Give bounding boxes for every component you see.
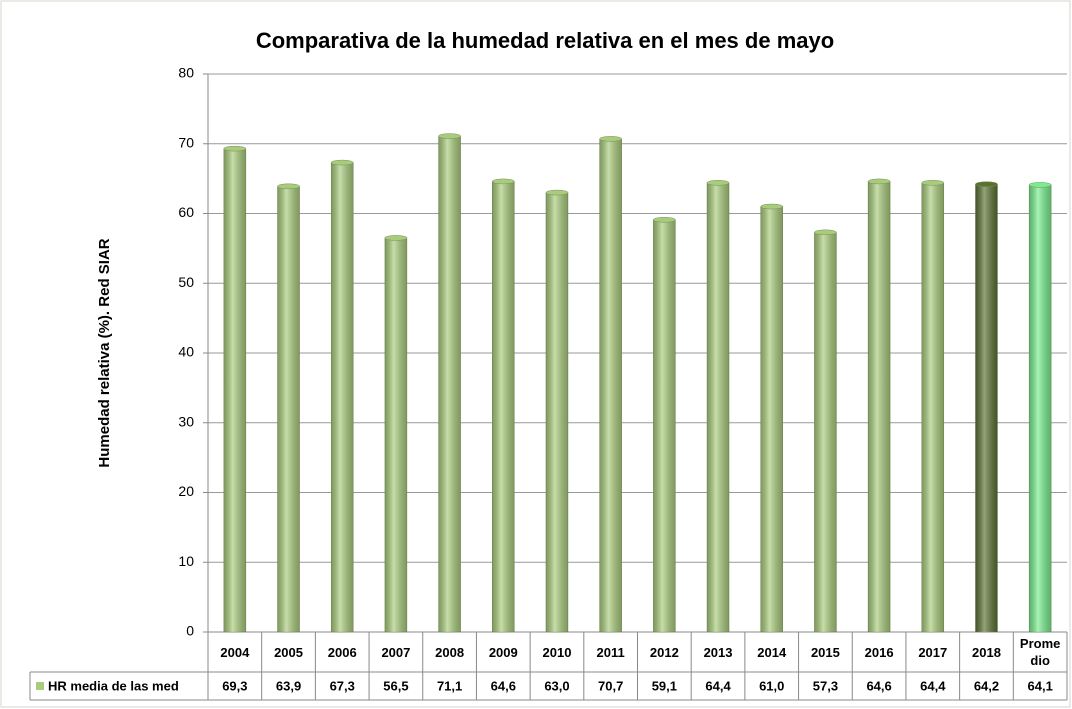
chart-title: Comparativa de la humedad relativa en el… bbox=[256, 28, 834, 53]
data-label: 67,3 bbox=[330, 678, 355, 693]
data-label: 56,5 bbox=[383, 678, 408, 693]
bar-shade bbox=[653, 219, 676, 632]
data-label: 57,3 bbox=[813, 678, 838, 693]
data-label: 59,1 bbox=[652, 678, 677, 693]
bar-shade bbox=[921, 182, 944, 632]
x-tick-label: 2004 bbox=[220, 644, 250, 660]
x-tick-label: Promedio bbox=[1019, 636, 1061, 668]
bar-cap bbox=[975, 181, 998, 187]
bar-shade bbox=[492, 181, 515, 633]
data-label: 63,9 bbox=[276, 678, 301, 693]
data-label: 64,2 bbox=[974, 678, 999, 693]
x-tick-label: 2015 bbox=[810, 644, 840, 660]
bar-shade bbox=[868, 181, 891, 633]
bar-shade bbox=[438, 136, 461, 632]
legend-key bbox=[36, 682, 44, 690]
bar-shade bbox=[814, 232, 837, 632]
y-tick-label: 60 bbox=[178, 204, 194, 220]
bar-shade bbox=[707, 182, 730, 632]
data-label: 64,4 bbox=[705, 678, 731, 693]
bar-cap bbox=[492, 178, 515, 185]
bar-shade bbox=[975, 184, 998, 632]
bar-cap bbox=[1028, 182, 1052, 188]
data-label: 70,7 bbox=[598, 678, 623, 693]
bar-shade bbox=[384, 237, 407, 632]
y-tick-label: 10 bbox=[178, 553, 194, 569]
x-tick-label: 2012 bbox=[649, 644, 679, 660]
bar-shade bbox=[223, 148, 246, 632]
x-tick-label: 2007 bbox=[381, 644, 411, 660]
x-tick-label: 2016 bbox=[864, 644, 894, 660]
bar-shade bbox=[1029, 184, 1052, 632]
bar-cap bbox=[545, 189, 569, 196]
x-tick-label: 2009 bbox=[488, 644, 518, 660]
bar-cap bbox=[921, 180, 945, 186]
data-label: 64,1 bbox=[1028, 678, 1053, 693]
data-label: 71,1 bbox=[437, 678, 462, 693]
bar-cap bbox=[814, 229, 837, 236]
x-tick-label: 2011 bbox=[596, 644, 625, 660]
data-label: 64,6 bbox=[491, 678, 516, 693]
y-tick-label: 80 bbox=[178, 65, 194, 81]
bar-shade bbox=[760, 206, 783, 632]
y-tick-label: 20 bbox=[178, 483, 194, 499]
x-tick-label: 2008 bbox=[435, 644, 465, 660]
y-tick-label: 30 bbox=[178, 413, 194, 429]
data-label: 64,4 bbox=[920, 678, 946, 693]
bar-cap bbox=[760, 203, 783, 210]
bar-cap bbox=[223, 145, 247, 152]
x-tick-label: 2017 bbox=[918, 644, 948, 660]
bar-shade bbox=[331, 162, 354, 632]
x-tick-label: 2013 bbox=[703, 644, 733, 660]
bar-cap bbox=[438, 133, 461, 139]
x-tick-label: 2014 bbox=[757, 644, 787, 660]
bar-cap bbox=[867, 178, 891, 185]
bar-cap bbox=[277, 183, 300, 190]
legend-label: HR media de las med bbox=[48, 678, 179, 693]
y-tick-label: 70 bbox=[178, 134, 194, 150]
x-tick-label: 2005 bbox=[274, 644, 303, 660]
x-tick-label: 2018 bbox=[972, 644, 1001, 660]
bar-cap bbox=[599, 136, 622, 142]
bar-shade bbox=[545, 192, 568, 632]
x-tick-label: 2006 bbox=[327, 644, 357, 660]
bar-cap bbox=[706, 180, 730, 186]
data-label: 61,0 bbox=[759, 678, 784, 693]
data-label: 64,6 bbox=[866, 678, 891, 693]
data-label: 69,3 bbox=[222, 678, 247, 693]
bar-shade bbox=[277, 186, 300, 633]
y-tick-label: 50 bbox=[178, 274, 194, 290]
x-tick-label: 2010 bbox=[542, 644, 572, 660]
y-tick-label: 0 bbox=[186, 623, 194, 639]
bar-cap bbox=[653, 217, 676, 223]
bar-cap bbox=[330, 159, 354, 166]
bar-cap bbox=[384, 235, 408, 241]
y-tick-label: 40 bbox=[178, 344, 194, 360]
bar-shade bbox=[599, 138, 622, 632]
y-axis-label: Humedad relativa (%). Red SIAR bbox=[96, 238, 113, 467]
data-label: 63,0 bbox=[544, 678, 569, 693]
